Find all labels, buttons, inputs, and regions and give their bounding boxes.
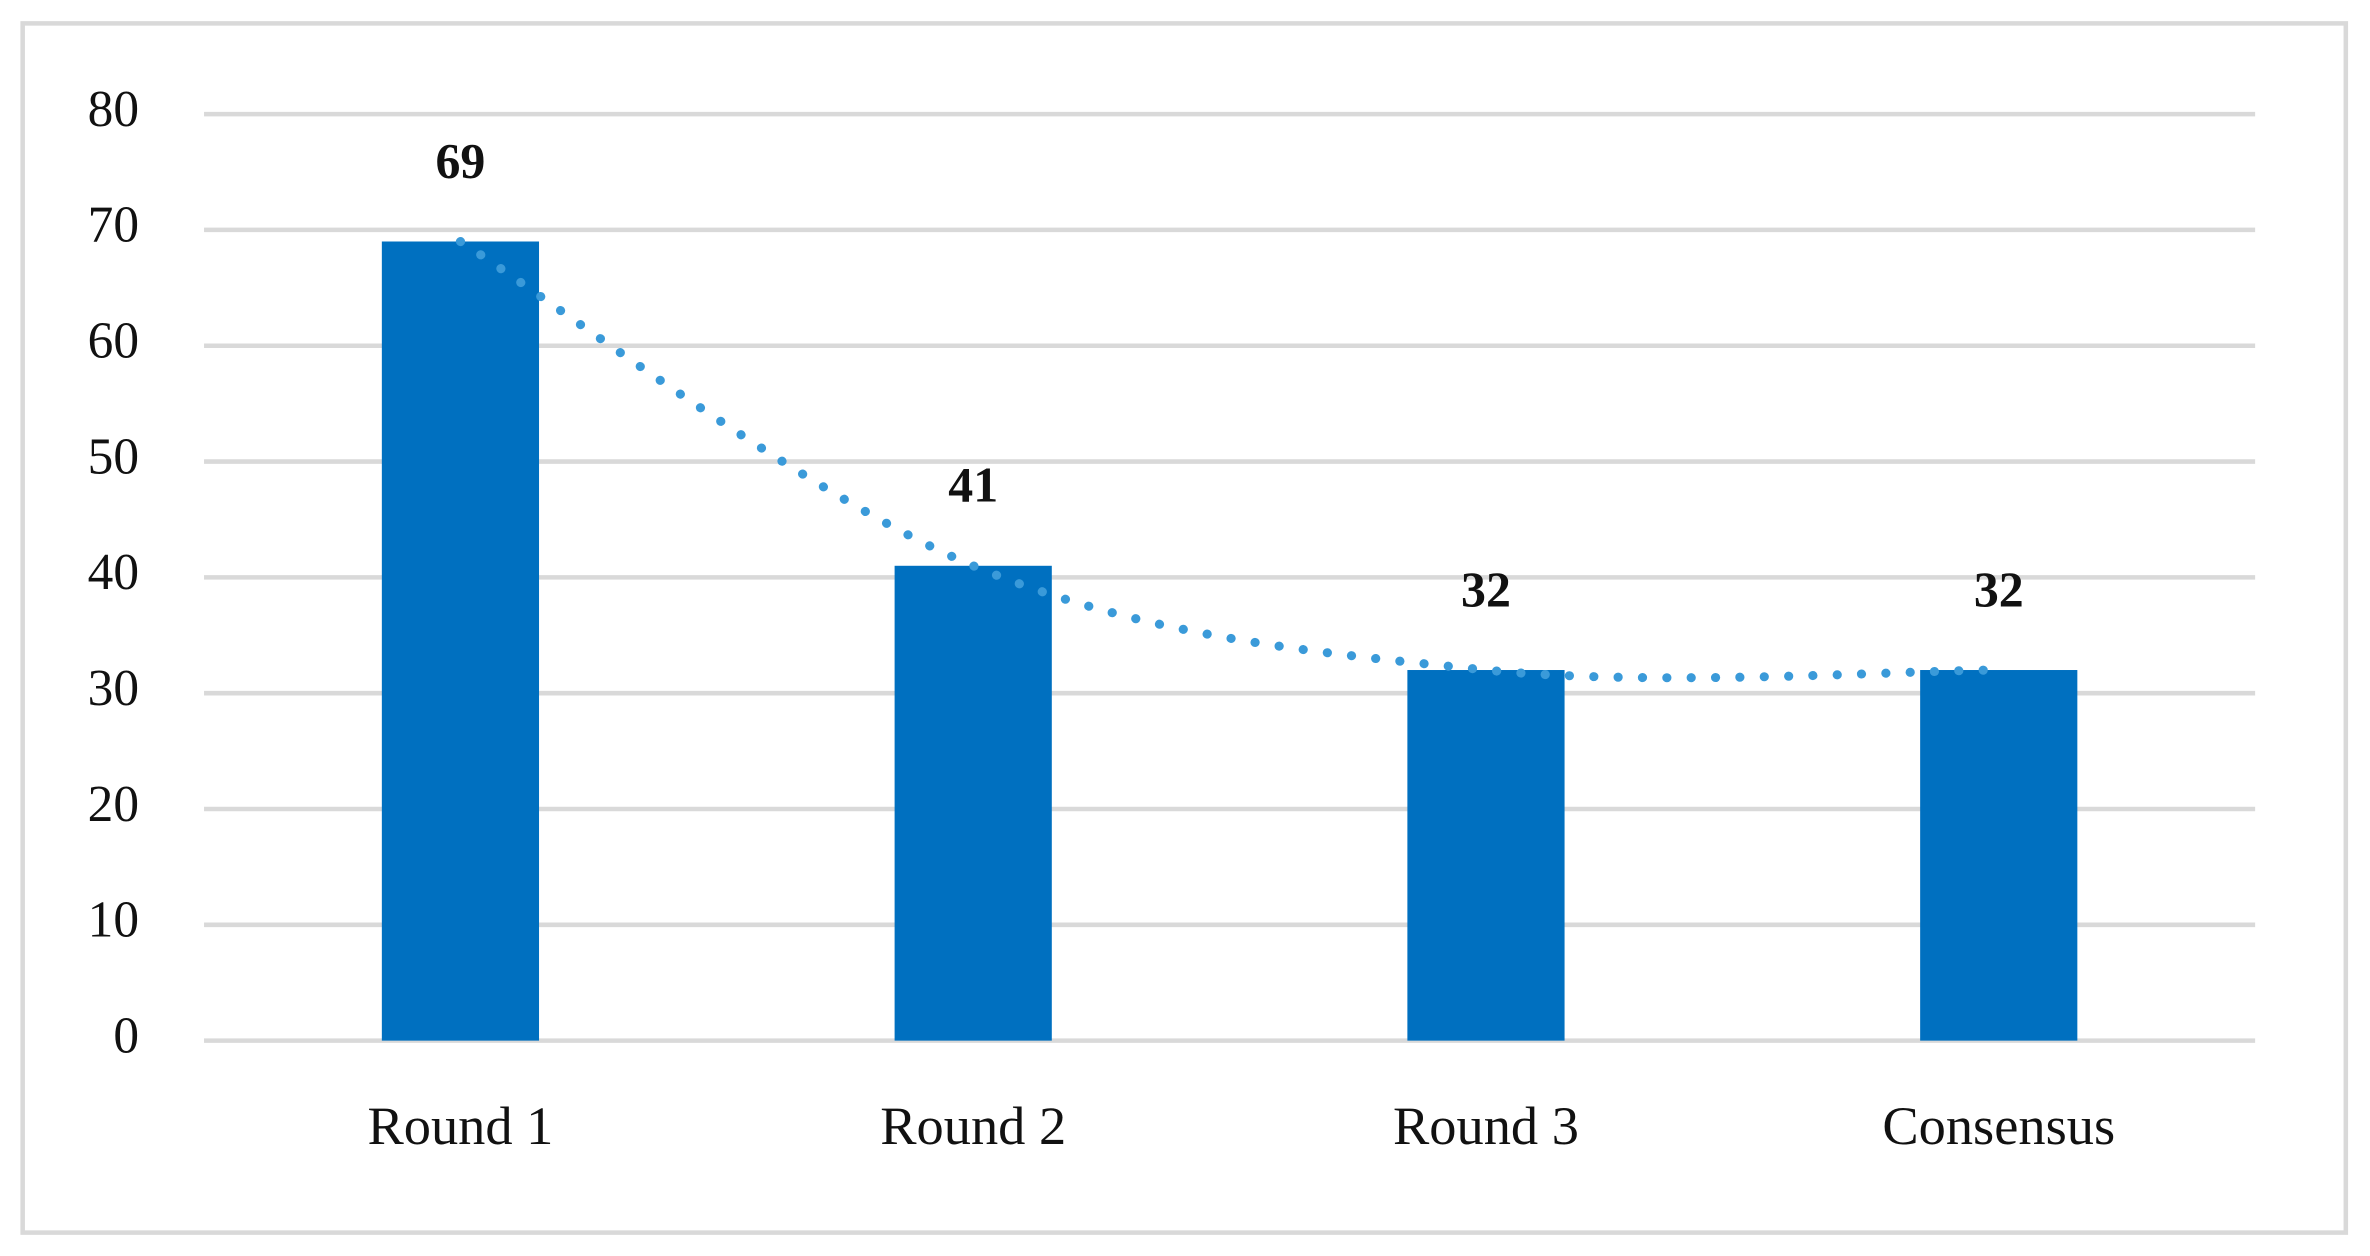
y-tick-label: 40 xyxy=(88,544,139,601)
data-label: 32 xyxy=(1974,562,2024,617)
y-tick-label: 0 xyxy=(113,1007,139,1064)
bar xyxy=(894,565,1052,1041)
data-label: 32 xyxy=(1461,562,1511,617)
y-tick-label: 30 xyxy=(88,660,139,717)
y-tick-label: 70 xyxy=(88,197,139,254)
bar xyxy=(381,241,540,1041)
x-tick-label: Round 3 xyxy=(1393,1096,1579,1156)
y-tick-label: 20 xyxy=(88,776,139,833)
data-label: 41 xyxy=(948,458,998,513)
y-tick-label: 10 xyxy=(88,892,139,949)
x-tick-label: Round 2 xyxy=(880,1096,1066,1156)
data-label: 69 xyxy=(436,133,486,188)
bar xyxy=(1407,670,1565,1041)
y-tick-label: 80 xyxy=(88,81,139,138)
trendline xyxy=(455,236,2004,683)
y-tick-label: 50 xyxy=(88,428,139,485)
bar xyxy=(1920,670,2078,1041)
y-tick-label: 60 xyxy=(88,313,139,370)
x-tick-label: Consensus xyxy=(1882,1096,2115,1156)
x-tick-label: Round 1 xyxy=(367,1096,553,1156)
